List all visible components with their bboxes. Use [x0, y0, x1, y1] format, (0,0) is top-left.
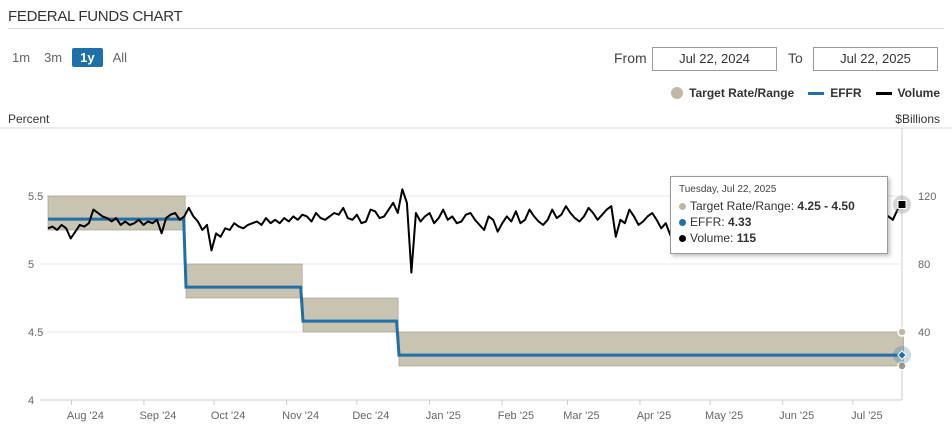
legend-effr-label: EFFR: [830, 86, 862, 100]
page-title: FEDERAL FUNDS CHART: [8, 8, 183, 25]
legend-target-label: Target Rate/Range: [689, 86, 795, 100]
legend-volume-label: Volume: [897, 86, 940, 100]
tooltip-volume-row: Volume: 115: [679, 231, 756, 245]
x-tick-label: Nov '24: [282, 410, 319, 422]
legend-item-target[interactable]: Target Rate/Range: [671, 86, 794, 100]
target-low-marker: [897, 361, 907, 371]
from-label: From: [614, 50, 647, 66]
tooltip-effr-row: EFFR: 4.33: [679, 215, 751, 229]
grid-lines: [0, 127, 952, 405]
volume-halo-marker: [893, 195, 911, 214]
tooltip-volume-label: Volume:: [690, 231, 734, 245]
title-divider: [8, 28, 944, 29]
left-tick-label: 5: [28, 259, 34, 271]
legend-item-volume[interactable]: Volume: [875, 86, 940, 100]
chart-tooltip: Tuesday, Jul 22, 2025 Target Rate/Range:…: [670, 176, 888, 254]
x-tick-label: Dec '24: [352, 410, 389, 422]
volume-swatch-icon: [875, 91, 892, 95]
zoom-1m-button[interactable]: 1m: [12, 50, 31, 65]
x-tick-label: Apr '25: [637, 410, 672, 422]
x-tick-label: Jan '25: [426, 410, 461, 422]
x-tick-label: May '25: [705, 410, 743, 422]
tooltip-volume-dot-icon: [679, 235, 686, 243]
target-swatch-icon: [671, 87, 684, 99]
x-tick-label: Jul '25: [851, 410, 882, 422]
zoom-1y-button[interactable]: 1y: [72, 48, 103, 67]
left-tick-label: 5.5: [28, 191, 43, 203]
tooltip-target-label: Target Rate/Range:: [690, 199, 795, 213]
x-tick-label: Mar '25: [563, 410, 599, 422]
tooltip-effr-label: EFFR:: [690, 215, 725, 229]
effr-halo-marker: [893, 346, 911, 365]
to-label: To: [788, 50, 803, 66]
zoom-selector: 1m 3m 1y All: [8, 48, 131, 67]
volume-marker: [897, 200, 907, 209]
left-tick-label: 4: [28, 395, 34, 407]
tooltip-effr-value: 4.33: [728, 215, 752, 229]
tooltip-target-row: Target Rate/Range: 4.25 - 4.50: [679, 199, 855, 213]
tooltip-target-dot-icon: [679, 203, 686, 211]
zoom-all-button[interactable]: All: [112, 50, 128, 65]
effr-marker: [897, 350, 907, 361]
zoom-3m-button[interactable]: 3m: [44, 50, 63, 65]
tooltip-volume-value: 115: [736, 231, 757, 245]
to-date-input[interactable]: Jul 22, 2025: [813, 47, 938, 71]
left-tick-label: 4.5: [28, 327, 43, 339]
left-axis-title: Percent: [8, 112, 50, 126]
legend-item-effr[interactable]: EFFR: [808, 86, 862, 100]
tooltip-target-value: 4.25 - 4.50: [797, 199, 855, 213]
x-tick-label: Aug '24: [67, 410, 104, 422]
target-range-band: [47, 195, 186, 231]
right-axis-title: $Billions: [895, 112, 940, 126]
x-tick-label: Feb '25: [498, 410, 534, 422]
right-tick-label: 80: [918, 259, 930, 271]
right-tick-label: 40: [918, 327, 930, 339]
x-tick-label: Sep '24: [139, 410, 176, 422]
hover-markers: [893, 195, 911, 371]
x-tick-label: Jun '25: [779, 410, 814, 422]
chart-legend: Target Rate/Range EFFR Volume: [671, 86, 940, 100]
target-range-band: [398, 331, 904, 367]
right-tick-label: 120: [918, 191, 936, 203]
x-tick-label: Oct '24: [211, 410, 246, 422]
target-high-marker: [897, 327, 907, 337]
from-date-input[interactable]: Jul 22, 2024: [652, 47, 777, 71]
tooltip-date: Tuesday, Jul 22, 2025: [679, 184, 777, 195]
effr-swatch-icon: [808, 91, 825, 95]
tooltip-effr-dot-icon: [679, 219, 686, 227]
target-range-band: [185, 263, 303, 299]
target-range-band: [302, 297, 399, 333]
